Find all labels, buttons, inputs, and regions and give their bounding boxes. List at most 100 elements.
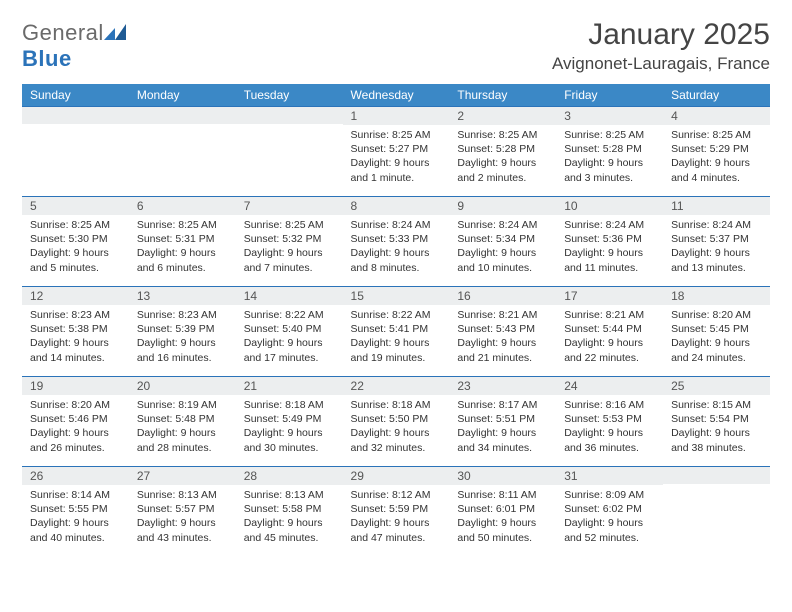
- day-body: Sunrise: 8:24 AMSunset: 5:37 PMDaylight:…: [663, 215, 770, 279]
- day-line: Sunrise: 8:23 AM: [137, 308, 228, 322]
- day-line: and 21 minutes.: [457, 351, 548, 365]
- day-number: 29: [343, 466, 450, 485]
- day-line: Sunset: 5:36 PM: [564, 232, 655, 246]
- day-line: Daylight: 9 hours: [671, 336, 762, 350]
- day-line: Daylight: 9 hours: [457, 426, 548, 440]
- day-line: Daylight: 9 hours: [244, 246, 335, 260]
- day-line: Daylight: 9 hours: [564, 156, 655, 170]
- day-line: and 4 minutes.: [671, 171, 762, 185]
- day-line: Sunset: 5:28 PM: [564, 142, 655, 156]
- day-body: Sunrise: 8:17 AMSunset: 5:51 PMDaylight:…: [449, 395, 556, 459]
- day-body: Sunrise: 8:23 AMSunset: 5:39 PMDaylight:…: [129, 305, 236, 369]
- day-line: Sunset: 5:43 PM: [457, 322, 548, 336]
- day-line: and 40 minutes.: [30, 531, 121, 545]
- day-line: Sunrise: 8:22 AM: [244, 308, 335, 322]
- day-line: Daylight: 9 hours: [137, 246, 228, 260]
- day-line: and 16 minutes.: [137, 351, 228, 365]
- day-line: Sunrise: 8:25 AM: [351, 128, 442, 142]
- day-number: 30: [449, 466, 556, 485]
- day-line: Sunset: 5:49 PM: [244, 412, 335, 426]
- calendar-cell: 22Sunrise: 8:18 AMSunset: 5:50 PMDayligh…: [343, 376, 450, 466]
- day-line: Sunrise: 8:20 AM: [671, 308, 762, 322]
- day-line: Daylight: 9 hours: [244, 336, 335, 350]
- day-line: Sunset: 5:58 PM: [244, 502, 335, 516]
- day-number: 18: [663, 286, 770, 305]
- weekday-header: Thursday: [449, 84, 556, 106]
- calendar-cell: 5Sunrise: 8:25 AMSunset: 5:30 PMDaylight…: [22, 196, 129, 286]
- logo-text-2: Blue: [22, 46, 72, 71]
- day-line: and 10 minutes.: [457, 261, 548, 275]
- day-line: Sunset: 5:32 PM: [244, 232, 335, 246]
- day-line: Daylight: 9 hours: [457, 516, 548, 530]
- weekday-header: Friday: [556, 84, 663, 106]
- day-number: 1: [343, 106, 450, 125]
- day-line: Sunset: 5:57 PM: [137, 502, 228, 516]
- day-line: Sunrise: 8:25 AM: [244, 218, 335, 232]
- day-line: Sunrise: 8:15 AM: [671, 398, 762, 412]
- day-body: Sunrise: 8:15 AMSunset: 5:54 PMDaylight:…: [663, 395, 770, 459]
- day-line: and 24 minutes.: [671, 351, 762, 365]
- day-line: Sunrise: 8:11 AM: [457, 488, 548, 502]
- day-line: Daylight: 9 hours: [457, 336, 548, 350]
- calendar-cell: 3Sunrise: 8:25 AMSunset: 5:28 PMDaylight…: [556, 106, 663, 196]
- day-body: Sunrise: 8:25 AMSunset: 5:31 PMDaylight:…: [129, 215, 236, 279]
- calendar-row: 12Sunrise: 8:23 AMSunset: 5:38 PMDayligh…: [22, 286, 770, 376]
- day-line: Sunset: 5:46 PM: [30, 412, 121, 426]
- day-line: Sunrise: 8:24 AM: [564, 218, 655, 232]
- day-body: [22, 124, 129, 131]
- day-number: 24: [556, 376, 663, 395]
- day-line: Sunset: 5:59 PM: [351, 502, 442, 516]
- day-number: 14: [236, 286, 343, 305]
- day-line: Sunset: 5:30 PM: [30, 232, 121, 246]
- day-number: 4: [663, 106, 770, 125]
- day-number: 22: [343, 376, 450, 395]
- weekday-header: Tuesday: [236, 84, 343, 106]
- calendar-cell: 25Sunrise: 8:15 AMSunset: 5:54 PMDayligh…: [663, 376, 770, 466]
- day-line: Sunrise: 8:20 AM: [30, 398, 121, 412]
- day-body: [663, 484, 770, 491]
- weekday-header: Wednesday: [343, 84, 450, 106]
- day-line: Sunset: 5:34 PM: [457, 232, 548, 246]
- day-line: Sunrise: 8:25 AM: [457, 128, 548, 142]
- calendar-cell: 26Sunrise: 8:14 AMSunset: 5:55 PMDayligh…: [22, 466, 129, 556]
- day-line: Daylight: 9 hours: [351, 246, 442, 260]
- day-line: and 45 minutes.: [244, 531, 335, 545]
- calendar-row: 5Sunrise: 8:25 AMSunset: 5:30 PMDaylight…: [22, 196, 770, 286]
- day-line: Daylight: 9 hours: [30, 516, 121, 530]
- logo-text: General Blue: [22, 20, 126, 72]
- day-line: and 11 minutes.: [564, 261, 655, 275]
- day-line: Sunset: 5:27 PM: [351, 142, 442, 156]
- day-line: and 17 minutes.: [244, 351, 335, 365]
- day-body: Sunrise: 8:22 AMSunset: 5:40 PMDaylight:…: [236, 305, 343, 369]
- day-number: 12: [22, 286, 129, 305]
- logo-text-1: General: [22, 20, 104, 45]
- day-body: Sunrise: 8:20 AMSunset: 5:45 PMDaylight:…: [663, 305, 770, 369]
- calendar-cell: 4Sunrise: 8:25 AMSunset: 5:29 PMDaylight…: [663, 106, 770, 196]
- day-number: 10: [556, 196, 663, 215]
- day-line: Sunrise: 8:25 AM: [564, 128, 655, 142]
- day-body: Sunrise: 8:25 AMSunset: 5:27 PMDaylight:…: [343, 125, 450, 189]
- day-line: and 2 minutes.: [457, 171, 548, 185]
- day-line: Daylight: 9 hours: [30, 246, 121, 260]
- day-number: 11: [663, 196, 770, 215]
- day-line: Daylight: 9 hours: [137, 336, 228, 350]
- day-line: Sunrise: 8:14 AM: [30, 488, 121, 502]
- calendar-cell: [663, 466, 770, 556]
- day-line: Sunrise: 8:18 AM: [244, 398, 335, 412]
- month-title: January 2025: [552, 18, 770, 52]
- day-body: Sunrise: 8:23 AMSunset: 5:38 PMDaylight:…: [22, 305, 129, 369]
- calendar-cell: 28Sunrise: 8:13 AMSunset: 5:58 PMDayligh…: [236, 466, 343, 556]
- calendar-cell: 10Sunrise: 8:24 AMSunset: 5:36 PMDayligh…: [556, 196, 663, 286]
- day-number: 8: [343, 196, 450, 215]
- day-line: Sunset: 5:50 PM: [351, 412, 442, 426]
- day-line: and 3 minutes.: [564, 171, 655, 185]
- day-line: Daylight: 9 hours: [137, 426, 228, 440]
- day-line: Sunrise: 8:09 AM: [564, 488, 655, 502]
- day-number: 27: [129, 466, 236, 485]
- day-line: Sunrise: 8:24 AM: [351, 218, 442, 232]
- day-line: Sunset: 5:38 PM: [30, 322, 121, 336]
- day-body: Sunrise: 8:13 AMSunset: 5:57 PMDaylight:…: [129, 485, 236, 549]
- day-line: Sunrise: 8:22 AM: [351, 308, 442, 322]
- day-number: 25: [663, 376, 770, 395]
- day-body: Sunrise: 8:13 AMSunset: 5:58 PMDaylight:…: [236, 485, 343, 549]
